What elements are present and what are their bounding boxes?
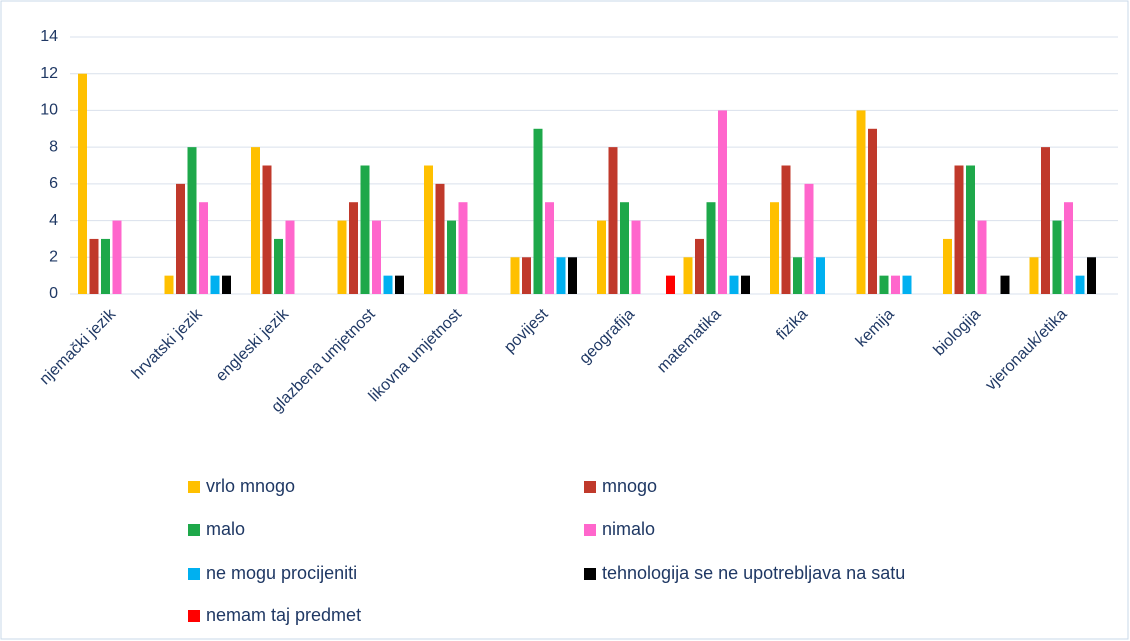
- bar: [597, 220, 606, 294]
- legend-swatch: [584, 524, 596, 536]
- bar: [447, 220, 456, 294]
- legend-swatch: [188, 568, 200, 580]
- bar: [1075, 275, 1085, 294]
- bar: [741, 275, 750, 294]
- bar: [868, 128, 877, 294]
- bar: [435, 183, 445, 294]
- legend-label: nimalo: [602, 519, 655, 539]
- bar: [608, 147, 618, 294]
- bar: [89, 238, 99, 294]
- bar: [804, 183, 814, 294]
- y-tick-label: 8: [49, 138, 58, 155]
- bar: [458, 202, 468, 294]
- legend-label: ne mogu procijeniti: [206, 563, 357, 583]
- bar: [631, 220, 641, 294]
- bar: [1041, 147, 1050, 294]
- bar: [568, 257, 577, 294]
- bar: [902, 275, 912, 294]
- bar: [781, 165, 791, 294]
- bar: [977, 220, 987, 294]
- bar: [1029, 257, 1039, 294]
- legend-label: tehnologija se ne upotrebljava na satu: [602, 563, 905, 583]
- bar: [510, 257, 520, 294]
- bar: [372, 220, 381, 294]
- legend-swatch: [188, 610, 200, 622]
- bar: [770, 202, 779, 294]
- bar: [349, 202, 358, 294]
- bar: [966, 165, 975, 294]
- bar: [101, 238, 110, 294]
- y-tick-label: 4: [49, 212, 58, 229]
- bar: [1064, 202, 1073, 294]
- bar: [164, 275, 174, 294]
- bar: [533, 128, 543, 294]
- bar: [176, 183, 185, 294]
- bar: [262, 165, 272, 294]
- bar: [274, 238, 283, 294]
- legend-swatch: [188, 481, 200, 493]
- bar: [620, 202, 629, 294]
- bar: [695, 238, 704, 294]
- bar: [1000, 275, 1010, 294]
- bar: [879, 275, 889, 294]
- y-tick-label: 6: [49, 175, 58, 192]
- legend-swatch: [188, 524, 200, 536]
- bar: [424, 165, 433, 294]
- bar: [522, 257, 531, 294]
- legend-swatch: [584, 481, 596, 493]
- bar: [856, 110, 866, 294]
- bar: [1052, 220, 1062, 294]
- bar: [210, 275, 220, 294]
- y-tick-label: 2: [49, 249, 58, 266]
- bar: [78, 73, 87, 294]
- bar: [383, 275, 393, 294]
- y-tick-label: 14: [40, 28, 58, 45]
- bar: [337, 220, 347, 294]
- bar: [360, 165, 370, 294]
- bar: [683, 257, 693, 294]
- bar: [112, 220, 122, 294]
- bar: [545, 202, 554, 294]
- bar: [706, 202, 716, 294]
- y-tick-label: 12: [40, 65, 58, 82]
- legend-label: malo: [206, 519, 245, 539]
- bar: [199, 202, 208, 294]
- legend-label: nemam taj predmet: [206, 605, 361, 625]
- bar: [943, 238, 952, 294]
- bar: [793, 257, 802, 294]
- bar: [187, 147, 197, 294]
- bar: [556, 257, 566, 294]
- bar: [666, 275, 675, 294]
- legend-swatch: [584, 568, 596, 580]
- bar: [1087, 257, 1096, 294]
- bar: [954, 165, 964, 294]
- bar: [222, 275, 231, 294]
- bar: [891, 275, 900, 294]
- bar: [718, 110, 727, 294]
- legend-label: vrlo mnogo: [206, 476, 295, 496]
- bar: [729, 275, 739, 294]
- y-tick-label: 10: [40, 102, 58, 119]
- legend-label: mnogo: [602, 476, 657, 496]
- bar: [816, 257, 825, 294]
- bar: [395, 275, 404, 294]
- y-tick-label: 0: [49, 285, 58, 302]
- bar: [251, 147, 260, 294]
- bar: [285, 220, 295, 294]
